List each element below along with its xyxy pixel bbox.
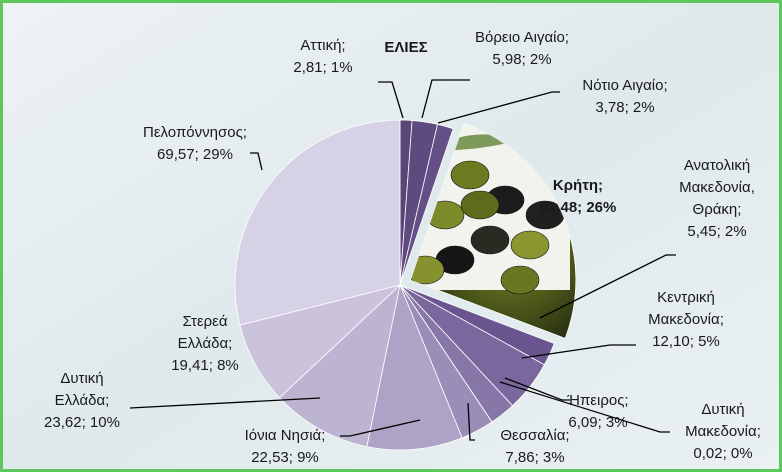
data-label-name: Νότιο Αιγαίο; [582,77,667,94]
data-label: 6,09; 3% [568,414,627,431]
leader-line [504,377,570,401]
data-label: 23,62; 10% [44,414,120,431]
data-label-name: Αττική; [300,37,345,54]
data-label: 61,48; 26% [540,199,617,216]
leader-line [521,344,636,359]
olive [470,225,510,255]
data-label: 2,81; 1% [293,59,352,76]
line: Θεσσαλία; [500,427,569,444]
line: Μακεδονία, [679,179,755,196]
data-label: 0,02; 0% [693,445,752,462]
data-label-name: Ανατολική Μακεδονία, Θράκη; [679,157,755,218]
leader-line [129,397,321,409]
leader-line [340,419,421,437]
line: Ανατολική [684,157,750,174]
pie-slice [399,123,454,286]
data-label-name: Θεσσαλία; [500,427,569,444]
data-label-name: Πελοπόννησος; [143,124,247,141]
data-label: 12,10; 5% [652,333,720,350]
olive [500,265,540,295]
labels: Αττική; 2,81; 1% Βόρειο Αιγαίο; 5,98; 2% Νότ… [44,29,761,466]
leader-line [437,91,560,124]
data-label-name: Κεντρική Μακεδονία; [648,289,724,328]
data-label-name: Ιόνια Νησιά; [245,427,326,444]
line: Ήπειρος; [566,392,628,409]
line: Μακεδονία; [648,311,724,328]
data-label: 7,86; 3% [505,449,564,466]
data-label: 3,78; 2% [595,99,654,116]
data-label: 22,53; 9% [251,449,319,466]
leader-line [467,402,475,441]
chart-title: ΕΛΙΕΣ [384,39,427,56]
line: Νότιο Αιγαίο; [582,77,667,94]
line: Κεντρική [657,289,715,306]
pie-slice [366,283,463,451]
data-label-name: Βόρειο Αιγαίο; [475,29,569,46]
line: Μακεδονία; [685,423,761,440]
leader-lines [129,79,676,441]
line: Βόρειο Αιγαίο; [475,29,569,46]
line: Θράκη; [693,201,742,218]
leader-line [378,81,404,119]
data-label-name: Δυτική Μακεδονία; [685,401,761,440]
data-label: 19,41; 8% [171,357,239,374]
data-label: 5,98; 2% [492,51,551,68]
line: Ιόνια Νησιά; [245,427,326,444]
line: Αττική; [300,37,345,54]
pie-slice [234,119,401,326]
olive [510,230,550,260]
data-label-name: Ήπειρος; [566,392,628,409]
line: Δυτική [60,370,103,387]
olive [450,160,490,190]
line: Ελλάδα; [178,335,233,352]
data-label-name: Στερεά Ελλάδα; [178,313,233,352]
line: Κρήτη; [553,177,603,194]
data-label: 5,45; 2% [687,223,746,240]
leader-line [250,152,263,171]
olive [460,190,500,220]
leader-line [499,381,670,433]
pie [234,119,577,451]
line: Πελοπόννησος; [143,124,247,141]
line: Δυτική [701,401,744,418]
leader-line [539,254,676,319]
line: Στερεά [182,313,227,330]
data-label-name: Κρήτη; [553,177,603,194]
line: Ελλάδα; [55,392,110,409]
leader-line [421,79,470,119]
data-label-name: Δυτική Ελλάδα; [55,370,110,409]
data-label: 69,57; 29% [157,146,233,163]
